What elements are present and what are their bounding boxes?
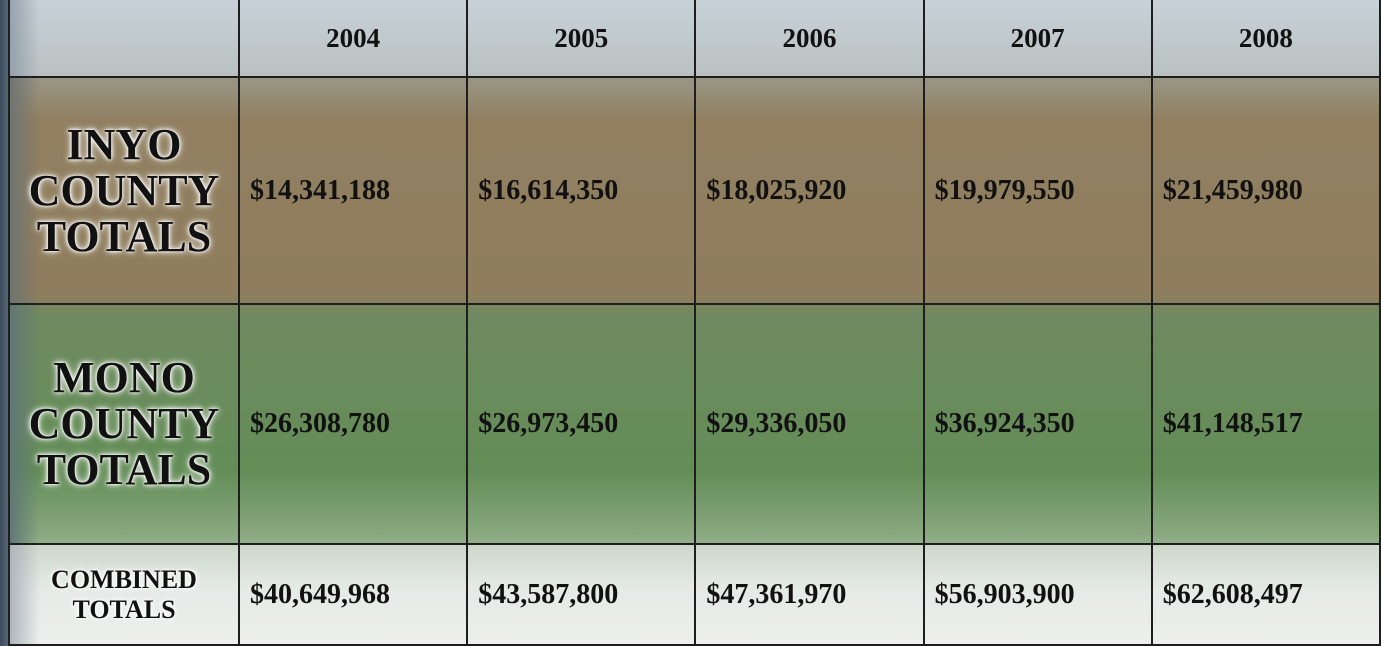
year-header: 2004	[237, 0, 469, 78]
value-cell: $18,025,920	[694, 76, 925, 305]
row-label: INYO COUNTY TOTALS	[8, 76, 240, 305]
value-cell: $26,973,450	[466, 303, 697, 545]
value-cell: $56,903,900	[922, 543, 1153, 646]
value-cell: $14,341,188	[237, 76, 469, 305]
row-label: MONO COUNTY TOTALS	[8, 303, 240, 545]
value-cell: $62,608,497	[1150, 543, 1381, 646]
value-cell: $41,148,517	[1150, 303, 1381, 545]
year-header: 2007	[922, 0, 1153, 78]
year-header: 2006	[694, 0, 925, 78]
data-row: MONO COUNTY TOTALS $26,308,780 $26,973,450…	[8, 303, 1381, 545]
value-cell: $29,336,050	[694, 303, 925, 545]
value-cell: $19,979,550	[922, 76, 1153, 305]
corner-cell	[8, 0, 240, 78]
row-label: COMBINED TOTALS	[8, 543, 240, 646]
totals-table: 2004 2005 2006 2007 2008 INYO COUNTY TOTALS $1…	[8, 0, 1381, 646]
value-cell: $47,361,970	[694, 543, 925, 646]
value-cell: $36,924,350	[922, 303, 1153, 545]
value-cell: $21,459,980	[1150, 76, 1381, 305]
year-header: 2008	[1150, 0, 1381, 78]
value-cell: $26,308,780	[237, 303, 469, 545]
year-header: 2005	[466, 0, 697, 78]
value-cell: $16,614,350	[466, 76, 697, 305]
value-cell: $40,649,968	[237, 543, 469, 646]
data-row: INYO COUNTY TOTALS $14,341,188 $16,614,350…	[8, 76, 1381, 305]
value-cell: $43,587,800	[466, 543, 697, 646]
data-row: COMBINED TOTALS $40,649,968 $43,587,800 $47…	[8, 543, 1381, 646]
header-row: 2004 2005 2006 2007 2008	[8, 0, 1381, 78]
